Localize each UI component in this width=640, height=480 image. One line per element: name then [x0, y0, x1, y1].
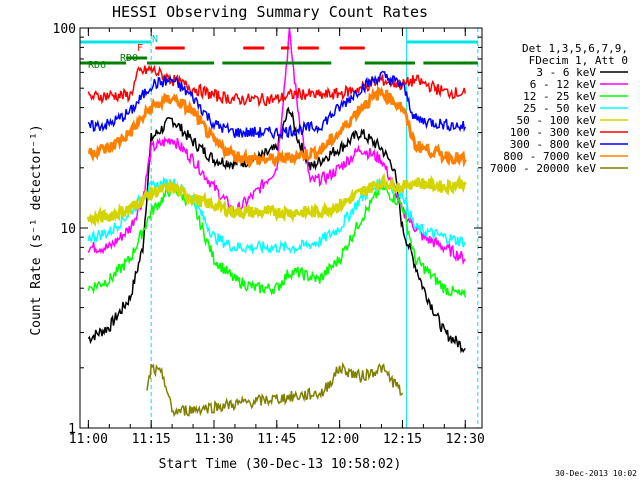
series-line-7: [87, 85, 467, 169]
chart-title: HESSI Observing Summary Count Rates: [112, 3, 428, 21]
x-tick-label-2: 11:30: [194, 432, 233, 447]
legend-entry-3: 25 - 50 keV: [523, 102, 596, 115]
y-axis-label: Count Rate (s⁻¹ detector⁻¹): [29, 124, 44, 335]
series-line-0: [87, 106, 466, 354]
x-tick-label-5: 12:15: [383, 432, 422, 447]
x-tick-label-6: 12:30: [446, 432, 485, 447]
y-tick-label-0: 1: [68, 422, 76, 437]
x-tick-label-4: 12:00: [320, 432, 359, 447]
x-tick-label-1: 11:15: [132, 432, 171, 447]
legend: Det 1,3,5,6,7,9,FDecim 1, Att 03 - 6 keV…: [490, 42, 628, 175]
night-label: N: [152, 34, 158, 45]
legend-entry-4: 50 - 100 keV: [517, 114, 597, 127]
series-line-8: [146, 361, 404, 418]
legend-entry-5: 100 - 300 keV: [510, 126, 596, 139]
legend-entry-2: 12 - 25 keV: [523, 90, 596, 103]
legend-entry-8: 7000 - 20000 keV: [490, 162, 596, 175]
timestamp: 30-Dec-2013 10:02: [555, 469, 637, 478]
y-tick-label-2: 100: [53, 22, 76, 37]
series-line-2: [87, 181, 467, 298]
legend-entry-0: 3 - 6 keV: [536, 66, 596, 79]
series-line-4: [86, 172, 467, 227]
legend-header-0: Det 1,3,5,6,7,9,: [522, 42, 628, 55]
y-tick-label-1: 10: [60, 222, 76, 237]
rdo-label: RDO: [120, 53, 138, 64]
plot-frame: [79, 27, 483, 429]
legend-header-1: FDecim 1, Att 0: [529, 54, 628, 67]
series-line-3: [87, 176, 466, 255]
x-tick-label-0: 11:00: [69, 432, 108, 447]
rd6-label: RD6: [88, 60, 106, 71]
legend-entry-7: 800 - 7000 keV: [503, 150, 596, 163]
series-line-6: [87, 70, 466, 140]
flare-label: F: [137, 43, 143, 54]
legend-entry-6: 300 - 800 keV: [510, 138, 596, 151]
x-tick-label-3: 11:45: [257, 432, 296, 447]
x-axis-label: Start Time (30-Dec-13 10:58:02): [159, 457, 402, 472]
legend-entry-1: 6 - 12 keV: [530, 78, 597, 91]
